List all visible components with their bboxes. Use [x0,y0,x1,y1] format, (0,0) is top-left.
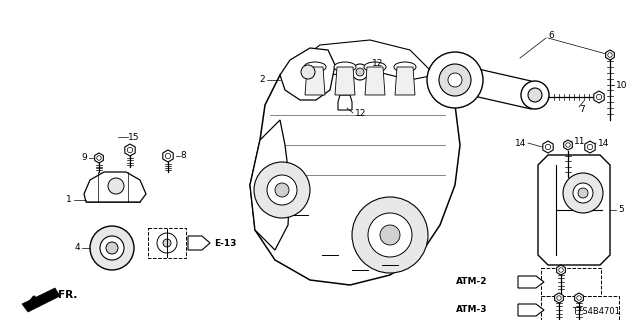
Circle shape [254,162,310,218]
Polygon shape [305,67,325,95]
Circle shape [439,64,471,96]
Text: 10: 10 [616,81,627,90]
Text: 9: 9 [81,154,87,163]
Polygon shape [125,144,135,156]
Circle shape [608,53,612,57]
Ellipse shape [334,62,356,72]
Bar [541,268,601,296]
Text: 7: 7 [579,105,585,114]
Circle shape [352,197,428,273]
Text: FR.: FR. [58,290,77,300]
Circle shape [106,242,118,254]
Polygon shape [585,141,595,153]
Polygon shape [543,141,553,153]
Text: 1: 1 [67,196,72,204]
Polygon shape [338,95,352,110]
Circle shape [90,226,134,270]
Circle shape [127,147,132,153]
Text: 14: 14 [515,139,526,148]
Polygon shape [395,67,415,95]
Circle shape [578,188,588,198]
Ellipse shape [394,62,416,72]
Polygon shape [575,293,583,303]
Circle shape [275,183,289,197]
Circle shape [545,144,550,150]
Circle shape [559,268,563,272]
Polygon shape [300,40,435,80]
Circle shape [368,213,412,257]
Polygon shape [365,67,385,95]
Text: ATM-3: ATM-3 [456,306,488,315]
Polygon shape [335,67,355,95]
Polygon shape [280,48,335,100]
Text: 4: 4 [74,244,80,252]
Polygon shape [465,66,543,109]
Text: T7S4B4701: T7S4B4701 [572,308,620,316]
Text: 6: 6 [548,30,554,39]
Circle shape [380,225,400,245]
Text: 12: 12 [355,108,366,117]
Polygon shape [564,140,572,150]
Circle shape [566,143,570,147]
Circle shape [100,236,124,260]
Circle shape [448,73,462,87]
Circle shape [528,88,542,102]
Polygon shape [518,304,544,316]
Text: 14: 14 [598,139,609,148]
Polygon shape [518,276,544,288]
Text: 8: 8 [180,151,186,161]
Text: 15: 15 [128,132,140,141]
Polygon shape [250,55,460,285]
Circle shape [165,153,171,159]
Text: 12: 12 [372,60,383,68]
Circle shape [108,178,124,194]
Polygon shape [594,91,604,103]
Circle shape [97,156,101,160]
Circle shape [356,68,364,76]
Polygon shape [605,50,614,60]
Circle shape [157,233,177,253]
Ellipse shape [304,62,326,72]
Circle shape [573,183,593,203]
Polygon shape [557,265,565,275]
Text: E-13: E-13 [214,238,236,247]
Circle shape [267,175,297,205]
Ellipse shape [364,62,386,72]
Circle shape [301,65,315,79]
Circle shape [427,52,483,108]
Bar [541,296,619,320]
Circle shape [521,81,549,109]
Text: 2: 2 [259,76,265,84]
Circle shape [577,296,581,300]
Circle shape [588,144,593,150]
Polygon shape [188,236,210,250]
Text: 11: 11 [574,137,586,146]
Polygon shape [538,155,610,265]
Circle shape [352,64,368,80]
Circle shape [557,296,561,300]
Bar [148,228,186,258]
Circle shape [596,94,602,100]
Polygon shape [555,293,563,303]
Circle shape [563,173,603,213]
Circle shape [163,239,171,247]
Text: 5: 5 [618,205,624,214]
Polygon shape [95,153,103,163]
Polygon shape [163,150,173,162]
Polygon shape [22,288,60,312]
Polygon shape [84,172,146,202]
Text: ATM-2: ATM-2 [456,277,488,286]
Polygon shape [250,120,290,250]
